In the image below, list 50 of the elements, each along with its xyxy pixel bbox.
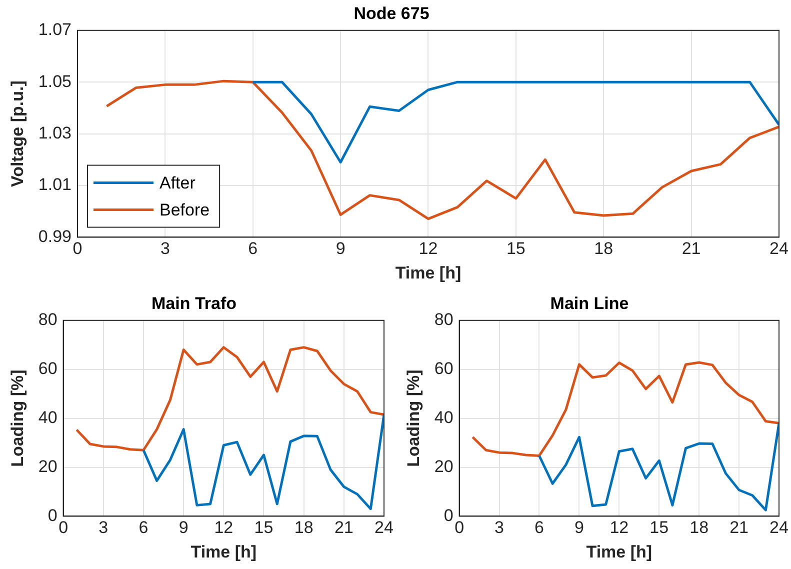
chart-title: Main Line xyxy=(550,294,629,313)
x-tick-label: 21 xyxy=(682,239,701,258)
y-tick-label: 80 xyxy=(38,310,58,330)
x-tick-label: 9 xyxy=(336,239,346,258)
y-tick-label: 80 xyxy=(434,310,454,330)
x-tick-label: 24 xyxy=(770,239,788,258)
y-axis-title: Voltage [p.u.] xyxy=(8,80,27,188)
x-axis-title: Time [h] xyxy=(190,542,257,562)
x-tick-label: 24 xyxy=(374,518,394,538)
x-tick-label: 3 xyxy=(494,518,504,538)
x-tick-label: 3 xyxy=(160,239,170,258)
chart-title: Node 675 xyxy=(354,4,430,23)
y-axis-title: Loading [%] xyxy=(404,370,423,467)
x-tick-label: 3 xyxy=(98,518,108,538)
x-axis-title: Time [h] xyxy=(395,263,462,282)
x-tick-label: 15 xyxy=(506,239,526,258)
x-axis-title: Time [h] xyxy=(586,542,652,562)
y-tick-label: 1.01 xyxy=(38,175,72,194)
y-tick-label: 40 xyxy=(434,408,454,427)
x-tick-label: 12 xyxy=(214,518,234,538)
x-tick-label: 6 xyxy=(248,239,258,258)
y-tick-label: 0 xyxy=(48,506,58,525)
legend-label: Before xyxy=(159,200,210,220)
x-tick-label: 6 xyxy=(534,518,544,538)
y-tick-label: 0.99 xyxy=(38,226,72,246)
y-tick-label: 1.03 xyxy=(38,123,72,142)
chart-title: Main Trafo xyxy=(151,294,237,313)
x-tick-label: 6 xyxy=(138,518,148,538)
y-tick-label: 60 xyxy=(434,359,454,378)
y-tick-label: 20 xyxy=(38,456,58,476)
x-tick-label: 21 xyxy=(334,518,354,538)
y-axis-title: Loading [%] xyxy=(8,370,27,467)
x-tick-label: 9 xyxy=(178,518,188,538)
y-tick-label: 40 xyxy=(38,408,58,427)
x-tick-label: 21 xyxy=(730,518,748,538)
x-tick-label: 18 xyxy=(294,518,314,538)
y-tick-label: 1.07 xyxy=(38,20,72,40)
y-tick-label: 1.05 xyxy=(38,72,72,91)
x-tick-label: 18 xyxy=(594,239,614,258)
x-tick-label: 12 xyxy=(418,239,438,258)
x-tick-label: 15 xyxy=(254,518,274,538)
x-tick-label: 18 xyxy=(690,518,709,538)
x-tick-label: 12 xyxy=(610,518,629,538)
y-tick-label: 60 xyxy=(38,359,58,378)
legend-label: After xyxy=(159,173,196,192)
x-tick-label: 9 xyxy=(574,518,584,538)
x-tick-label: 24 xyxy=(770,518,788,538)
y-tick-label: 20 xyxy=(434,456,454,476)
x-tick-label: 15 xyxy=(650,518,669,538)
y-tick-label: 0 xyxy=(444,506,454,525)
